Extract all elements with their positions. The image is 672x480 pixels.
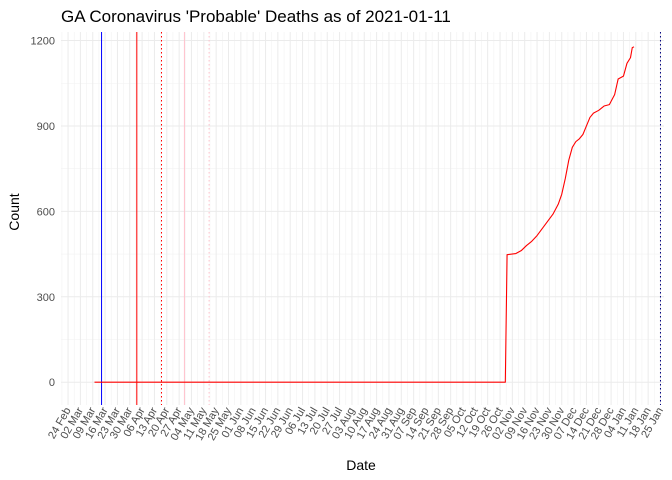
y-tick-label: 300 <box>37 292 55 304</box>
y-tick-label: 1200 <box>31 36 55 48</box>
y-tick-label: 900 <box>37 121 55 133</box>
chart-title: GA Coronavirus 'Probable' Deaths as of 2… <box>61 7 451 26</box>
x-axis-title: Date <box>346 457 376 473</box>
series-line <box>94 46 635 383</box>
data-series <box>94 46 635 383</box>
y-axis-ticks: 0 300 600 900 1200 <box>31 36 55 390</box>
y-tick-label: 0 <box>49 377 55 389</box>
reference-lines <box>101 32 661 405</box>
y-tick-label: 600 <box>37 206 55 218</box>
y-axis-title: Count <box>6 193 22 230</box>
